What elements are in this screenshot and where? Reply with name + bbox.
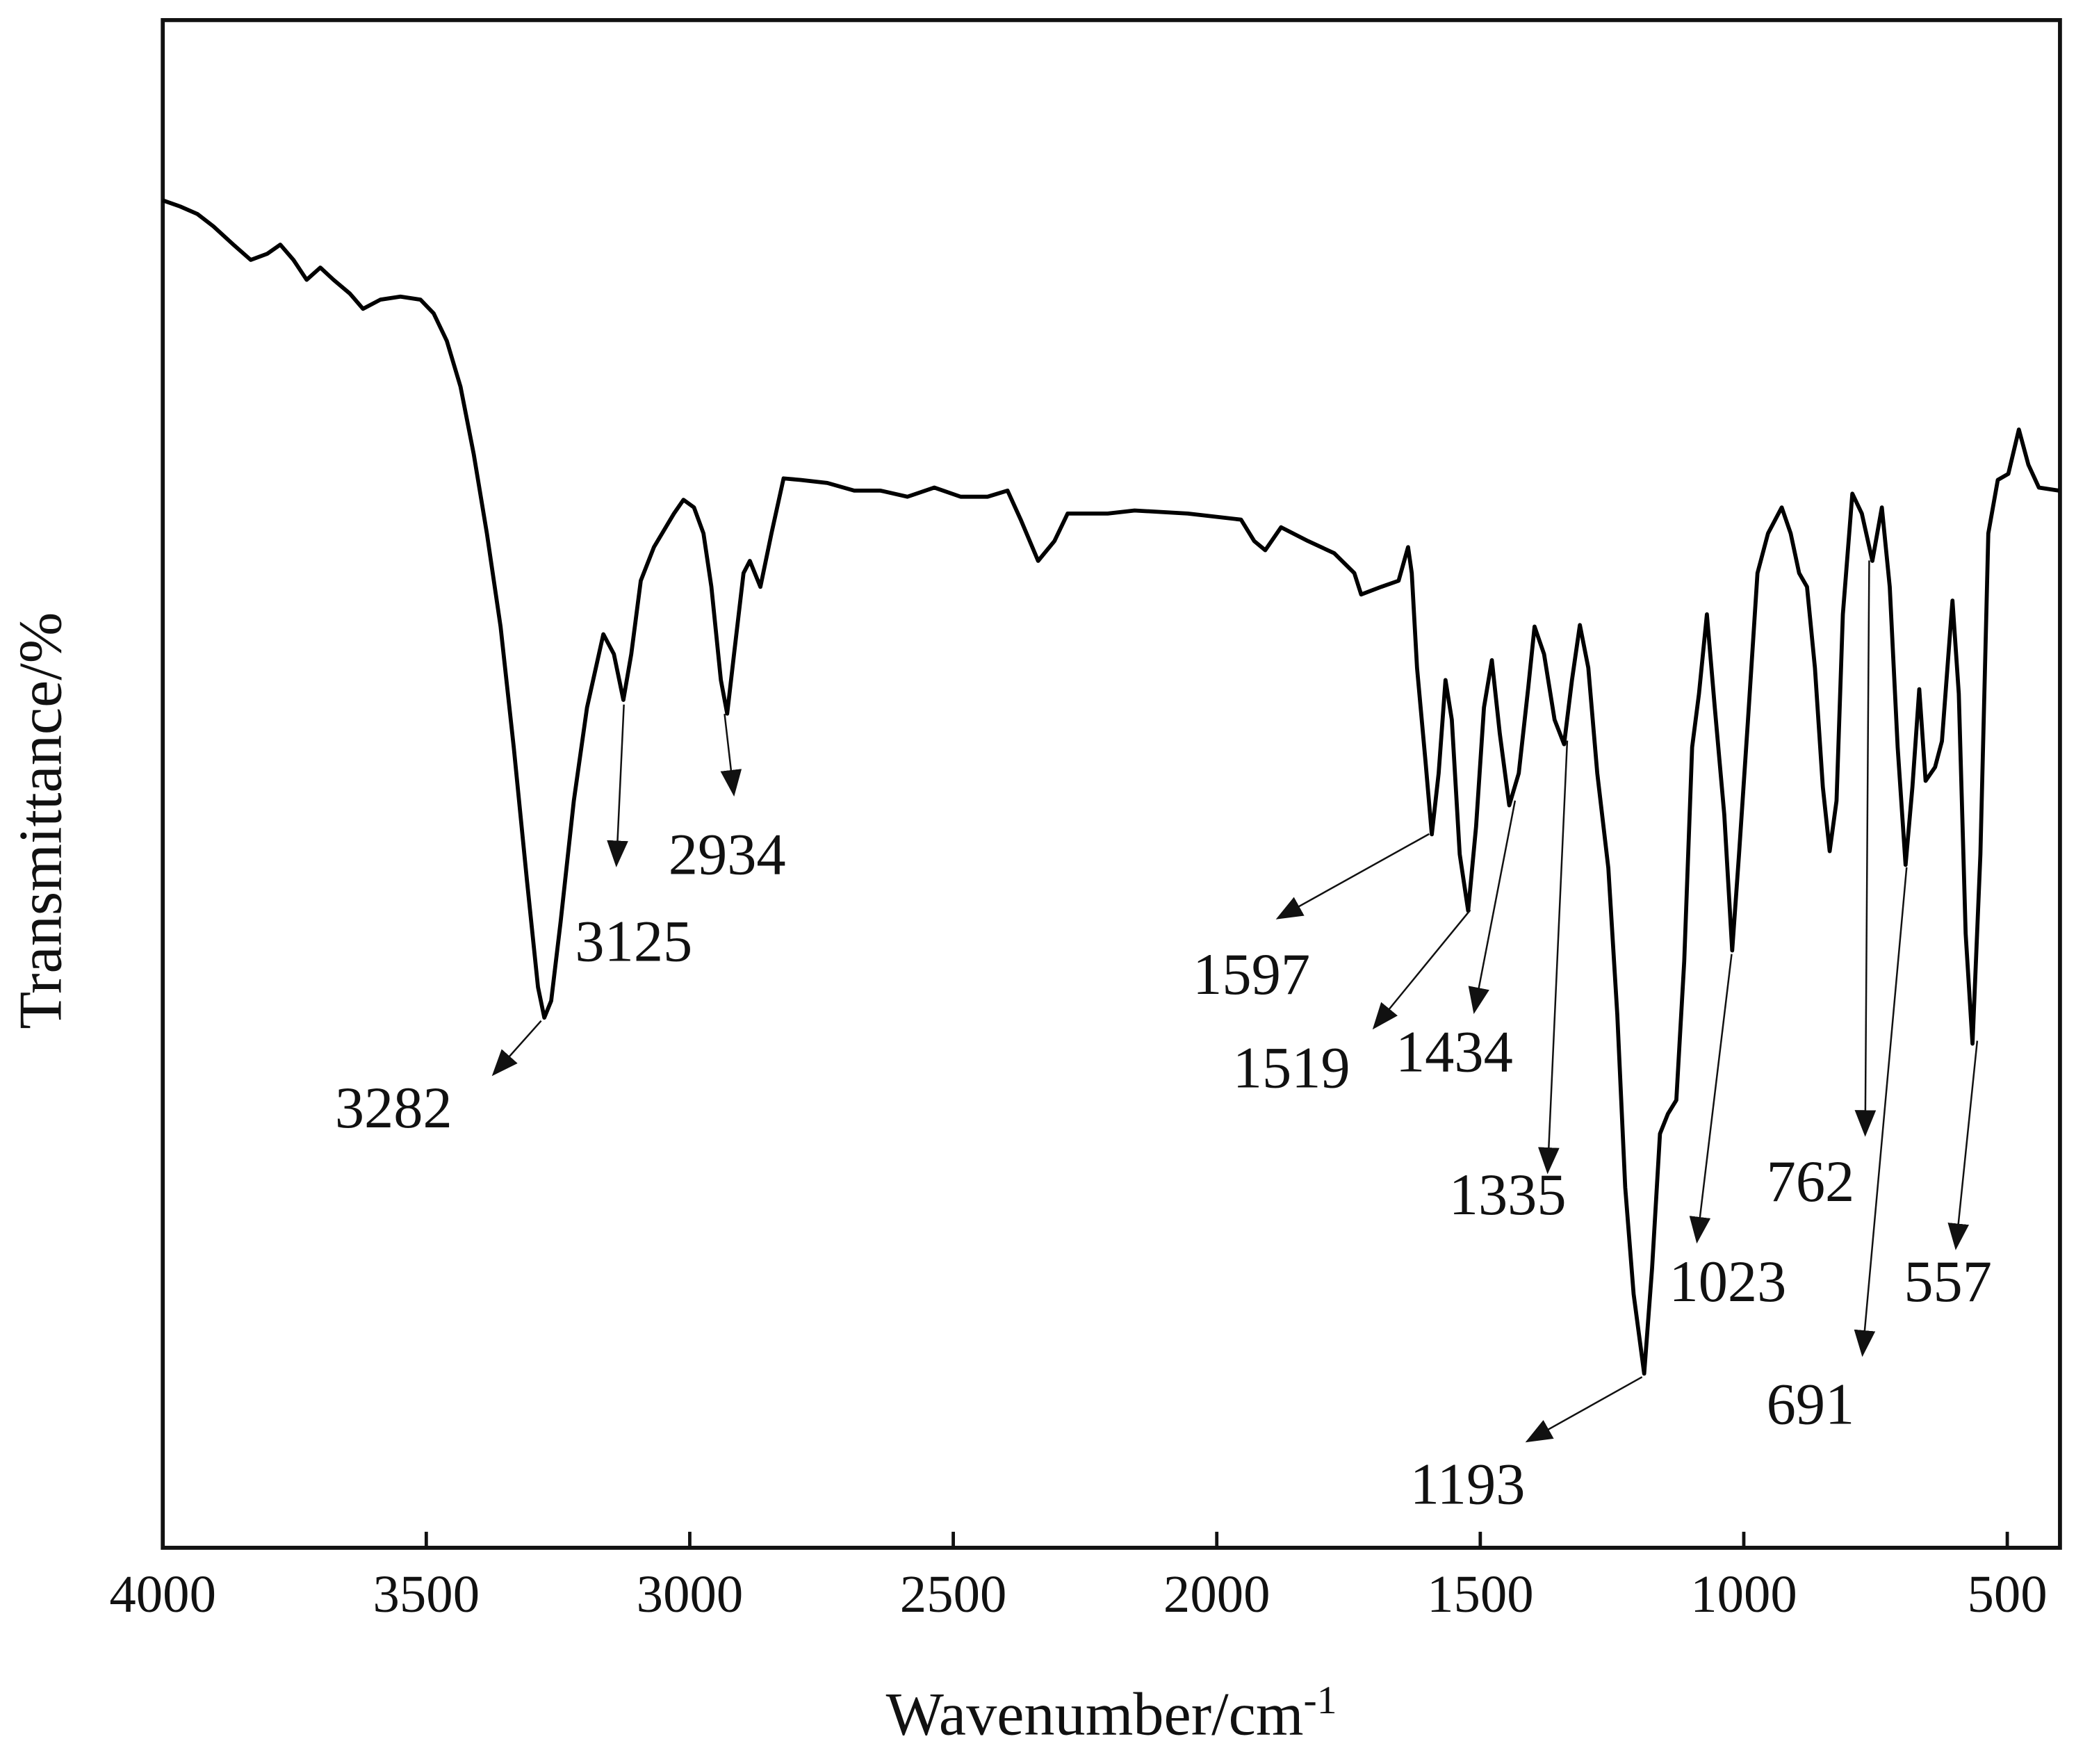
x-axis-title: Wavenumber/cm-1 xyxy=(886,1679,1337,1749)
annotation-arrow xyxy=(1538,740,1569,1175)
annotation-label: 557 xyxy=(1904,1250,1992,1314)
annotation-arrow xyxy=(491,1020,542,1077)
annotation-label: 3125 xyxy=(575,909,692,974)
x-tick-label: 3000 xyxy=(637,1565,744,1624)
x-axis-title-main: Wavenumber/cm xyxy=(886,1681,1304,1749)
annotation-arrow xyxy=(607,704,628,867)
annotation-arrow xyxy=(1854,560,1877,1137)
x-tick-label: 1000 xyxy=(1690,1565,1797,1624)
annotation-label: 3282 xyxy=(335,1076,452,1141)
x-tick-label: 3500 xyxy=(373,1565,480,1624)
x-tick-label: 4000 xyxy=(109,1565,216,1624)
annotation-arrow xyxy=(1525,1376,1643,1443)
annotation-arrow xyxy=(1854,867,1908,1357)
annotation-label: 2934 xyxy=(669,822,786,887)
annotation-label: 1519 xyxy=(1233,1036,1350,1101)
annotation-label: 1597 xyxy=(1193,942,1310,1007)
x-tick-label: 1500 xyxy=(1427,1565,1534,1624)
spectrum-line xyxy=(162,198,2059,1376)
annotation-arrow xyxy=(1372,909,1471,1030)
annotation-label: 1023 xyxy=(1669,1250,1786,1314)
x-tick-label: 500 xyxy=(1968,1565,2048,1624)
plot-frame xyxy=(161,18,2062,1550)
annotation-label: 691 xyxy=(1767,1372,1855,1437)
annotation-arrow xyxy=(1468,800,1517,1014)
x-axis-title-superscript: -1 xyxy=(1304,1679,1337,1722)
y-axis-title: Transmittance/% xyxy=(6,612,74,1029)
annotation-arrow xyxy=(1947,1040,1979,1250)
x-tick-label: 2500 xyxy=(900,1565,1007,1624)
annotation-label: 1193 xyxy=(1410,1453,1526,1517)
x-tick-label: 2000 xyxy=(1163,1565,1270,1624)
annotation-arrow xyxy=(1689,954,1733,1244)
annotation-arrow xyxy=(720,713,742,797)
annotation-arrow xyxy=(1275,833,1430,920)
annotation-label: 762 xyxy=(1767,1150,1855,1214)
annotation-label: 1335 xyxy=(1449,1163,1567,1227)
annotation-label: 1434 xyxy=(1396,1020,1513,1085)
